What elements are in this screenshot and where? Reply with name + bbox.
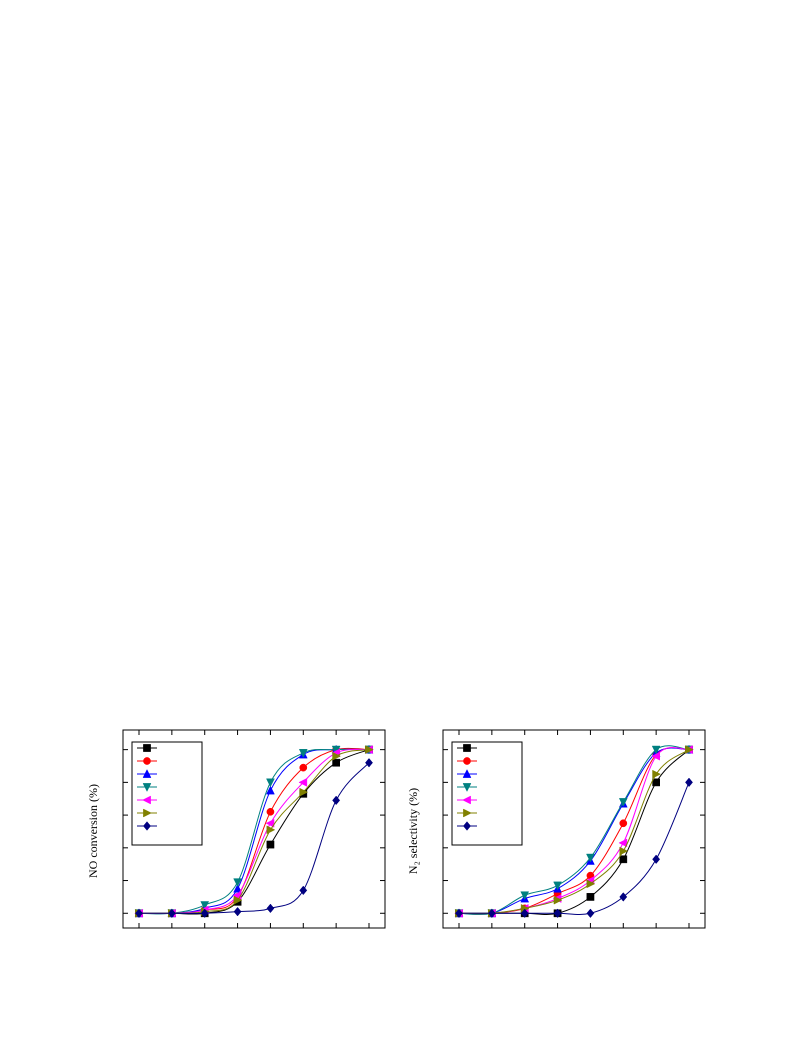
marker: [586, 853, 595, 863]
marker: [463, 821, 471, 831]
y-axis-label: N₂ selectivity (%): [406, 788, 420, 874]
marker: [233, 895, 243, 905]
marker: [167, 908, 176, 918]
marker: [619, 819, 628, 828]
marker: [463, 757, 471, 765]
marker: [233, 906, 242, 917]
marker: [586, 908, 595, 918]
marker: [332, 758, 340, 767]
marker: [652, 778, 660, 787]
marker: [652, 854, 661, 864]
marker: [200, 901, 210, 910]
marker: [455, 908, 463, 918]
marker: [299, 763, 308, 772]
marker: [462, 795, 471, 805]
marker: [463, 744, 471, 752]
marker: [265, 818, 275, 828]
marker: [365, 758, 373, 768]
marker: [462, 769, 472, 778]
marker: [487, 908, 496, 918]
marker: [298, 749, 308, 758]
plot-frame: [442, 729, 706, 929]
marker: [586, 893, 595, 901]
y-axis-label: NO conversion (%): [86, 784, 100, 878]
marker: [619, 846, 629, 856]
marker: [619, 855, 628, 864]
marker: [586, 879, 596, 889]
legend-box: [131, 741, 203, 846]
marker: [266, 903, 275, 914]
marker: [143, 744, 151, 752]
marker: [619, 892, 628, 902]
marker: [200, 908, 209, 918]
marker: [266, 807, 275, 816]
fit-curve: [139, 762, 370, 914]
marker: [233, 878, 242, 888]
marker: [651, 751, 660, 761]
marker: [332, 795, 341, 806]
marker: [299, 787, 309, 797]
marker: [520, 891, 530, 901]
marker: [520, 908, 529, 918]
marker: [266, 825, 276, 835]
marker: [143, 808, 152, 818]
marker: [266, 785, 275, 795]
marker: [142, 783, 152, 792]
panel: N₂ selectivity (%): [406, 729, 706, 929]
panel: NO conversion (%): [86, 729, 386, 929]
legend-box: [451, 741, 523, 846]
marker: [651, 745, 661, 755]
marker: [553, 881, 562, 891]
marker: [143, 821, 151, 831]
marker: [266, 778, 275, 788]
marker: [462, 783, 472, 792]
marker: [233, 883, 242, 893]
plot-frame: [122, 729, 386, 929]
marker: [142, 769, 152, 778]
marker: [463, 808, 472, 818]
marker: [553, 908, 562, 918]
marker: [618, 798, 628, 807]
marker: [685, 745, 694, 755]
marker: [143, 757, 151, 765]
marker: [299, 885, 308, 896]
marker: [332, 751, 342, 761]
marker: [652, 769, 662, 779]
marker: [266, 840, 275, 849]
marker: [135, 908, 143, 918]
marker: [365, 745, 374, 755]
marker: [142, 795, 151, 805]
marker: [685, 777, 693, 788]
marker: [298, 777, 308, 787]
marker: [618, 838, 628, 848]
marker: [553, 895, 563, 905]
